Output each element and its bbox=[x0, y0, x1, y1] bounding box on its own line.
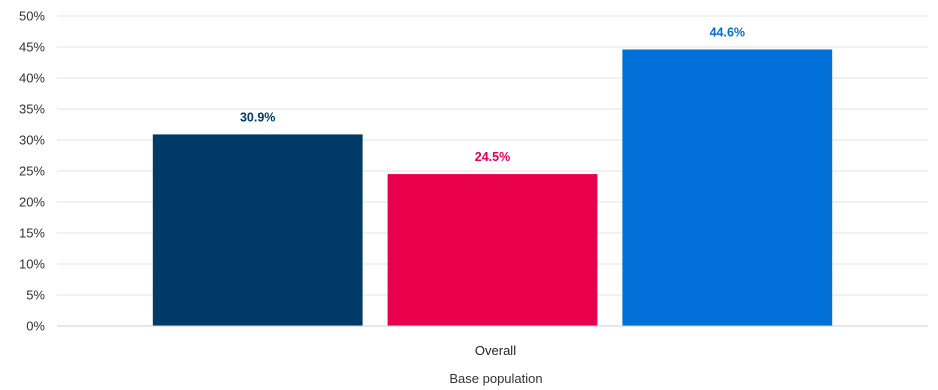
y-tick-label: 5% bbox=[26, 288, 45, 303]
y-tick-label: 20% bbox=[19, 195, 45, 210]
y-tick-label: 50% bbox=[19, 9, 45, 24]
bar bbox=[152, 134, 363, 326]
y-tick-label: 40% bbox=[19, 71, 45, 86]
bar-data-label: 24.5% bbox=[475, 150, 510, 164]
bar bbox=[387, 174, 598, 326]
y-tick-label: 45% bbox=[19, 40, 45, 55]
y-tick-label: 30% bbox=[19, 133, 45, 148]
y-axis-ticks: 0% 5% 10% 15% 20% 25% 30% 35% 40% 45% 50% bbox=[19, 9, 45, 334]
y-tick-label: 15% bbox=[19, 226, 45, 241]
bars bbox=[152, 49, 833, 326]
y-tick-label: 35% bbox=[19, 102, 45, 117]
x-category-label: Overall bbox=[475, 343, 516, 358]
data-labels: 30.9% 24.5% 44.6% bbox=[240, 25, 745, 164]
y-tick-label: 25% bbox=[19, 164, 45, 179]
bar-data-label: 44.6% bbox=[710, 25, 745, 39]
y-tick-label: 10% bbox=[19, 257, 45, 272]
bar-data-label: 30.9% bbox=[240, 110, 275, 124]
x-axis: Overall bbox=[57, 325, 928, 358]
x-axis-title: Base population bbox=[449, 371, 542, 386]
y-tick-label: 0% bbox=[26, 319, 45, 334]
bar bbox=[622, 49, 833, 326]
